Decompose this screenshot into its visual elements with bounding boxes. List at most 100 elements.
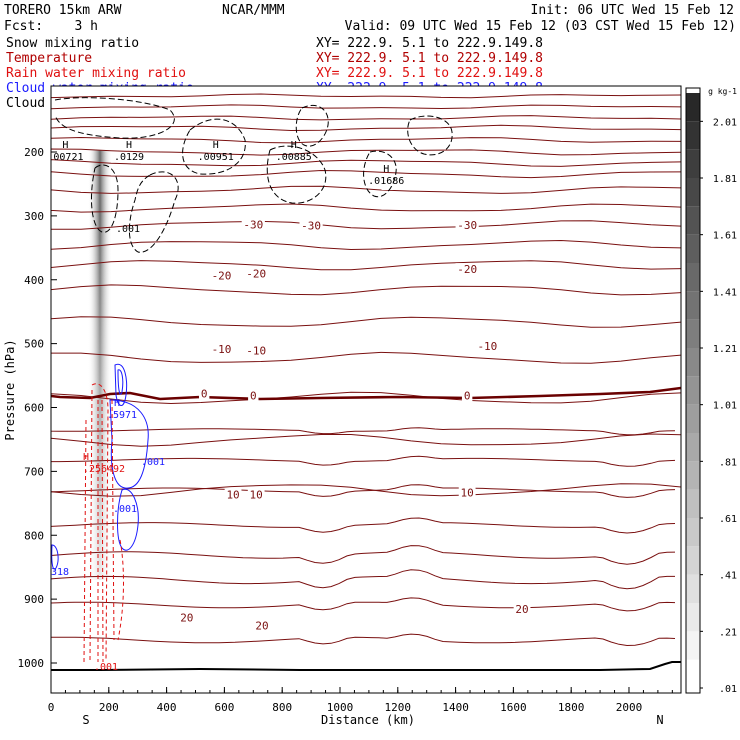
colorbar-tick-label: .41 bbox=[719, 571, 737, 582]
isotherm-line bbox=[51, 391, 681, 405]
y-tick-label: 700 bbox=[24, 465, 44, 478]
isotherm-line bbox=[51, 203, 681, 213]
colorbar-bin bbox=[686, 178, 700, 207]
temperature-label: 0 bbox=[250, 390, 257, 403]
colorbar-bin bbox=[686, 489, 700, 518]
snow-contour bbox=[90, 164, 119, 233]
colorbar-tick-label: .21 bbox=[719, 627, 737, 638]
colorbar-bin bbox=[686, 206, 700, 235]
y-tick-label: 400 bbox=[24, 274, 44, 287]
cloud-water-value: 318 bbox=[51, 567, 69, 578]
isotherm-line bbox=[51, 136, 681, 144]
legend-label: Temperature bbox=[6, 51, 92, 66]
temperature-label-bg bbox=[455, 219, 479, 232]
temperature-label: 20 bbox=[180, 611, 193, 624]
snow-max-value: .0129 bbox=[114, 152, 144, 163]
temperature-label: -10 bbox=[246, 344, 266, 357]
temperature-label: -30 bbox=[301, 220, 321, 233]
temperature-label: 10 bbox=[461, 487, 474, 500]
temperature-label: -10 bbox=[212, 343, 232, 356]
temperature-label: -20 bbox=[212, 270, 232, 283]
rain-water-value: .001 bbox=[94, 662, 118, 673]
forecast-hour: Fcst: 3 h bbox=[4, 19, 98, 34]
isotherm-line bbox=[51, 185, 681, 194]
colorbar-bin bbox=[686, 149, 700, 178]
cloud-water-contour bbox=[109, 399, 149, 489]
colorbar-bin bbox=[686, 404, 700, 433]
isotherm-line bbox=[51, 93, 681, 99]
snow-contour bbox=[266, 145, 327, 204]
isotherm-line bbox=[51, 260, 681, 271]
cloud-water-value: .001 bbox=[141, 457, 165, 468]
rain-water-contour bbox=[117, 539, 124, 641]
isotherm-line bbox=[51, 115, 681, 121]
header: TORERO 15km ARW NCAR/MMM Init: 06 UTC We… bbox=[4, 3, 736, 34]
isotherm-line bbox=[51, 483, 681, 497]
x-tick-label: 800 bbox=[272, 701, 292, 714]
temperature-label-bg bbox=[244, 344, 268, 357]
snow-max-marker: H bbox=[126, 140, 132, 151]
colorbar-tick-label: .81 bbox=[719, 457, 737, 468]
x-tick-label: 200 bbox=[99, 701, 119, 714]
x-tick-label: 0 bbox=[48, 701, 55, 714]
snow-max-marker: H bbox=[291, 140, 297, 151]
temperature-label-bg bbox=[244, 267, 268, 280]
isotherm-line bbox=[51, 104, 681, 110]
colorbar-tick-label: 1.61 bbox=[713, 231, 737, 242]
snow-max-value: .00885 bbox=[276, 152, 312, 163]
isotherms bbox=[51, 93, 681, 671]
legend-label: Rain water mixing ratio bbox=[6, 66, 186, 81]
temperature-label-bg bbox=[132, 86, 175, 89]
plot-frame bbox=[50, 85, 682, 694]
colorbar: 2.01 1.81 1.61 1.41 1.21 1.01 .81 .61 .41 .21 .01 g… bbox=[685, 87, 737, 695]
snow-max-value: .01686 bbox=[368, 176, 404, 187]
colorbar-bin bbox=[686, 433, 700, 462]
snow-contour bbox=[363, 150, 397, 198]
colorbar-frame bbox=[685, 87, 701, 694]
right-endpoint: N bbox=[656, 713, 663, 727]
x-tick-label: 2000 bbox=[616, 701, 643, 714]
temperature-label-bg bbox=[263, 86, 307, 87]
temperature-label-bg bbox=[209, 343, 234, 356]
cloud-water-contour bbox=[51, 544, 59, 570]
isotherm-line bbox=[51, 351, 681, 364]
y-tick-label: 300 bbox=[24, 210, 44, 223]
x-tick-label: 400 bbox=[157, 701, 177, 714]
y-tick-label: 200 bbox=[24, 146, 44, 159]
isotherm-line bbox=[51, 284, 681, 296]
colorbar-bin bbox=[686, 376, 700, 405]
snow-contour bbox=[182, 118, 246, 175]
colorbar-bin bbox=[686, 93, 700, 122]
colorbar-bin bbox=[686, 291, 700, 320]
x-tick-label: 1400 bbox=[442, 701, 469, 714]
y-tick-label: 800 bbox=[24, 529, 44, 542]
legend-xy: XY= 222.9. 5.1 to 222.9.149.8 bbox=[316, 36, 543, 51]
colorbar-bin bbox=[686, 659, 700, 688]
cloud-water-contour bbox=[117, 488, 139, 551]
legend-xy: XY= 222.9. 5.1 to 222.9.149.8 bbox=[316, 51, 543, 66]
y-tick-label: 1000 bbox=[18, 657, 45, 670]
isotherm-line bbox=[51, 433, 681, 447]
colorbar-tick-label: 1.21 bbox=[713, 344, 737, 355]
isotherm-line bbox=[51, 517, 676, 534]
isotherm-line bbox=[51, 484, 676, 498]
isotherm-zero bbox=[51, 386, 681, 401]
cloud-ice-label: .001 bbox=[116, 224, 140, 235]
temperature-label-bg bbox=[253, 619, 271, 632]
cloud-water-contour bbox=[117, 369, 124, 395]
snow-contour bbox=[54, 97, 175, 139]
left-endpoint: S bbox=[82, 713, 89, 727]
colorbar-bin bbox=[686, 461, 700, 490]
isotherm-line bbox=[51, 633, 676, 647]
temperature-label: -10 bbox=[477, 340, 497, 353]
temperature-label: 0 bbox=[201, 388, 208, 401]
colorbar-tick-label: .01 bbox=[719, 684, 737, 695]
temperature-label-bg bbox=[224, 488, 242, 501]
colorbar-tick-label: 2.01 bbox=[713, 117, 737, 128]
x-tick-label: 1200 bbox=[385, 701, 412, 714]
temperature-label-bg bbox=[458, 486, 476, 499]
init-time: Init: 06 UTC Wed 15 Feb 12 bbox=[531, 3, 735, 18]
overlays: H.00721H.0129H.00951H.00885H.01686.001H.… bbox=[51, 97, 453, 673]
temperature-label: 20 bbox=[255, 620, 268, 633]
